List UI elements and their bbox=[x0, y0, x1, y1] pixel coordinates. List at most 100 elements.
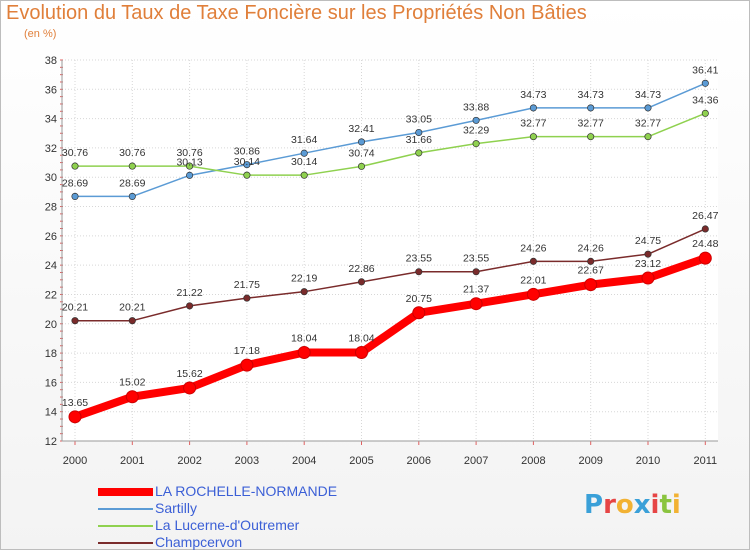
data-label: 24.26 bbox=[578, 242, 604, 254]
data-point bbox=[243, 294, 251, 302]
series-line-3 bbox=[74, 228, 707, 322]
data-label: 15.02 bbox=[119, 377, 145, 389]
y-tick-label: 18 bbox=[45, 348, 57, 360]
data-label: 22.19 bbox=[291, 273, 317, 285]
data-point bbox=[128, 192, 136, 200]
data-point bbox=[587, 133, 595, 141]
x-tick-label: 2009 bbox=[578, 455, 602, 467]
data-point bbox=[529, 257, 537, 265]
data-label: 18.04 bbox=[291, 332, 317, 344]
data-point bbox=[412, 306, 426, 320]
data-label: 34.73 bbox=[520, 89, 546, 101]
logo-letter: i bbox=[650, 490, 660, 520]
y-tick-label: 30 bbox=[45, 172, 57, 184]
data-label: 32.29 bbox=[463, 125, 489, 137]
data-point bbox=[183, 381, 197, 395]
logo-letter: i bbox=[671, 490, 681, 520]
data-point bbox=[243, 171, 251, 179]
data-label: 23.12 bbox=[635, 258, 661, 270]
data-point bbox=[644, 104, 652, 112]
data-point bbox=[186, 171, 194, 179]
data-point bbox=[300, 149, 308, 157]
data-label: 30.76 bbox=[119, 147, 145, 159]
data-label: 30.76 bbox=[176, 147, 202, 159]
data-point bbox=[701, 225, 709, 233]
data-point bbox=[415, 268, 423, 276]
data-label: 18.04 bbox=[348, 332, 374, 344]
legend-label: Sartilly bbox=[155, 500, 198, 516]
x-tick-label: 2007 bbox=[464, 455, 488, 467]
data-label: 30.14 bbox=[291, 156, 317, 168]
x-tick-label: 2010 bbox=[636, 455, 660, 467]
data-label: 24.48 bbox=[692, 238, 718, 250]
x-tick-label: 2008 bbox=[521, 455, 545, 467]
x-tick-label: 2001 bbox=[120, 455, 144, 467]
data-point bbox=[584, 278, 598, 292]
data-label: 24.26 bbox=[520, 242, 546, 254]
y-tick-label: 38 bbox=[45, 55, 57, 67]
x-tick-label: 2005 bbox=[349, 455, 373, 467]
data-label: 20.75 bbox=[406, 293, 432, 305]
data-label: 34.73 bbox=[635, 89, 661, 101]
y-tick-label: 26 bbox=[45, 231, 57, 243]
data-point bbox=[71, 317, 79, 325]
data-label: 32.77 bbox=[578, 118, 604, 130]
data-label: 23.55 bbox=[463, 253, 489, 265]
data-point bbox=[297, 345, 311, 359]
data-label: 13.65 bbox=[62, 397, 88, 409]
x-tick-label: 2000 bbox=[63, 455, 87, 467]
legend-label: LA ROCHELLE-NORMANDE bbox=[155, 483, 338, 499]
data-label: 30.13 bbox=[176, 156, 202, 168]
y-tick-label: 12 bbox=[45, 436, 57, 448]
data-point bbox=[357, 278, 366, 286]
data-point bbox=[469, 297, 483, 311]
legend-swatch bbox=[98, 542, 153, 544]
y-tick-label: 34 bbox=[45, 114, 57, 126]
data-label: 23.55 bbox=[406, 253, 432, 265]
logo-letter: P bbox=[584, 490, 604, 520]
data-point bbox=[243, 161, 251, 169]
y-axis-unit: (en %) bbox=[24, 28, 57, 40]
logo-letter: r bbox=[603, 490, 616, 520]
y-tick-label: 24 bbox=[45, 260, 57, 272]
data-point bbox=[357, 162, 366, 170]
data-point bbox=[701, 109, 709, 117]
data-label: 28.69 bbox=[62, 177, 88, 189]
data-point bbox=[529, 104, 537, 112]
data-label: 21.75 bbox=[234, 279, 260, 291]
data-label: 22.01 bbox=[520, 274, 546, 286]
x-tick-label: 2003 bbox=[235, 455, 259, 467]
data-label: 21.37 bbox=[463, 284, 489, 296]
legend-label: Champcervon bbox=[155, 534, 243, 550]
data-point bbox=[186, 302, 194, 310]
series-line-2 bbox=[74, 112, 707, 176]
data-label: 20.21 bbox=[119, 302, 145, 314]
data-point bbox=[698, 251, 712, 265]
data-label: 26.47 bbox=[692, 210, 718, 222]
data-label: 36.41 bbox=[692, 64, 718, 76]
data-point bbox=[357, 138, 366, 146]
logo-letter: x bbox=[633, 490, 651, 520]
y-tick-label: 20 bbox=[45, 319, 57, 331]
data-point bbox=[128, 317, 136, 325]
data-point bbox=[71, 162, 79, 170]
data-label: 31.64 bbox=[291, 134, 317, 146]
data-point bbox=[587, 104, 595, 112]
data-point bbox=[701, 79, 709, 87]
data-point bbox=[641, 271, 655, 285]
data-label: 32.77 bbox=[635, 118, 661, 130]
data-point bbox=[472, 140, 480, 148]
data-label: 31.66 bbox=[406, 134, 432, 146]
data-point bbox=[128, 162, 136, 170]
data-label: 22.86 bbox=[348, 263, 374, 275]
data-label: 33.05 bbox=[406, 114, 432, 126]
data-point bbox=[300, 288, 308, 296]
data-label: 32.77 bbox=[520, 118, 546, 130]
x-tick-label: 2004 bbox=[292, 455, 316, 467]
y-tick-label: 36 bbox=[45, 84, 57, 96]
data-point bbox=[644, 250, 652, 258]
legend-label: La Lucerne-d'Outremer bbox=[155, 517, 300, 533]
series-line-0 bbox=[71, 254, 710, 421]
legend-swatch bbox=[98, 525, 153, 527]
data-point bbox=[415, 149, 423, 157]
